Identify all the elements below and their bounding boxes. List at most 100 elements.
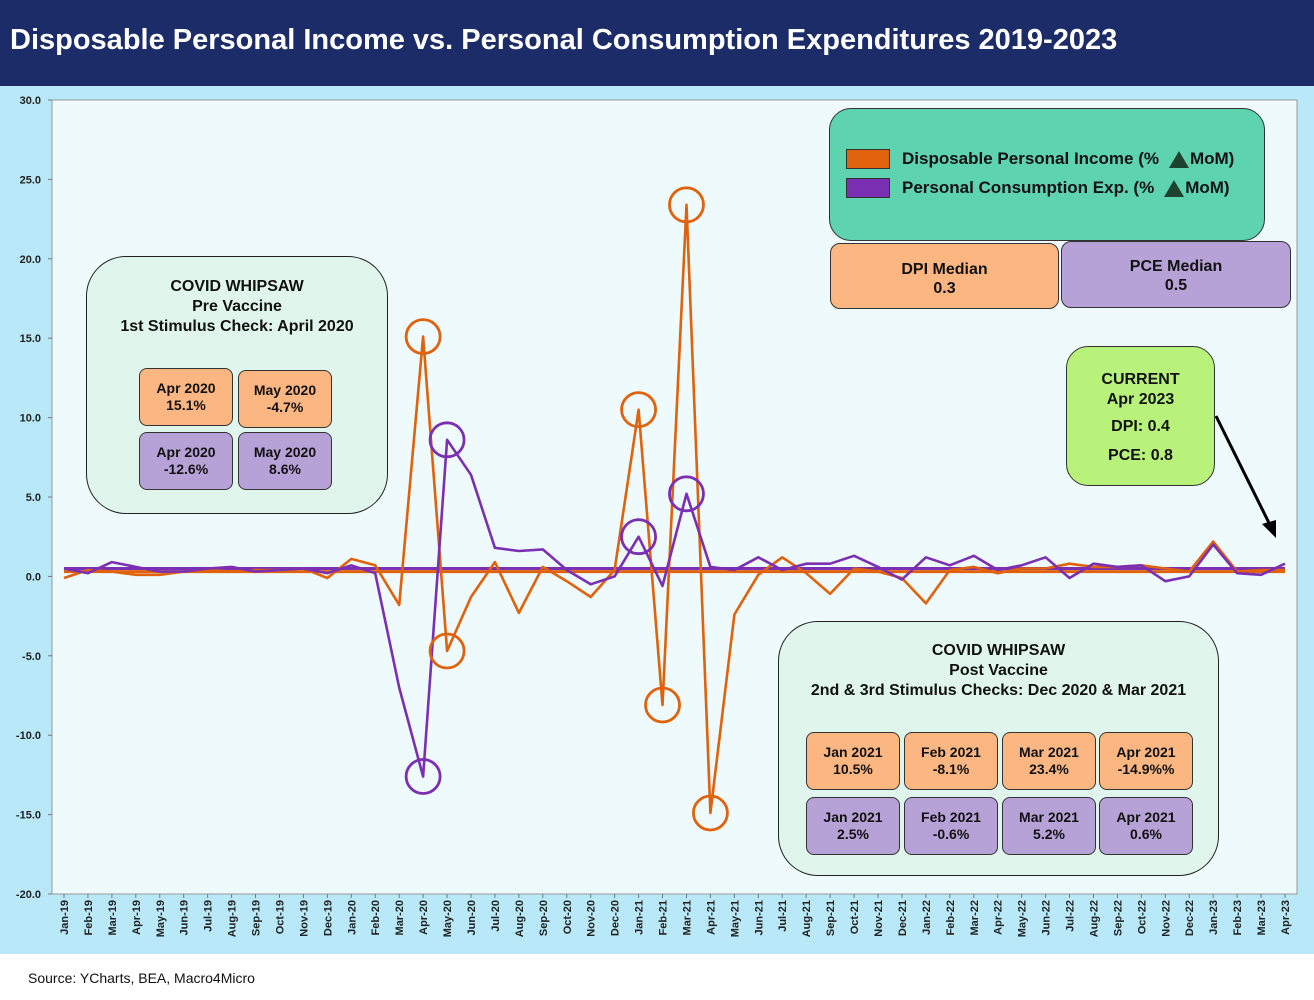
x-tick-label: Oct-21 bbox=[849, 900, 861, 934]
post-cell-dpi-jan: Jan 2021 10.5% bbox=[806, 732, 900, 790]
post-vaccine-heading: COVID WHIPSAW bbox=[931, 642, 1066, 659]
cell-value: -0.6% bbox=[932, 826, 970, 842]
x-tick-label: Nov-19 bbox=[298, 900, 310, 937]
x-tick-label: Feb-23 bbox=[1232, 900, 1244, 935]
x-tick-label: Feb-22 bbox=[945, 900, 957, 935]
y-tick-label: -20.0 bbox=[16, 889, 41, 901]
current-month: Apr 2023 bbox=[1106, 391, 1175, 408]
cell-month: Apr 2020 bbox=[156, 380, 216, 396]
y-tick-label: 15.0 bbox=[20, 333, 41, 345]
post-cell-dpi-mar: Mar 2021 23.4% bbox=[1002, 732, 1096, 790]
chart-title: Disposable Personal Income vs. Personal … bbox=[10, 24, 1118, 56]
post-cell-dpi-apr: Apr 2021 -14.9%% bbox=[1099, 732, 1193, 790]
post-cell-dpi-feb: Feb 2021 -8.1% bbox=[904, 732, 998, 790]
x-tick-label: Jan-19 bbox=[59, 900, 71, 935]
pce-median-title: PCE Median bbox=[1129, 258, 1223, 275]
x-tick-label: Aug-19 bbox=[227, 900, 239, 937]
x-tick-label: Mar-22 bbox=[969, 900, 981, 935]
x-tick-label: Dec-19 bbox=[322, 900, 334, 936]
x-tick-label: Jul-22 bbox=[1065, 900, 1077, 932]
highlight-circle bbox=[428, 421, 466, 459]
current-pce: PCE: 0.8 bbox=[1108, 447, 1173, 464]
pce-swatch bbox=[846, 178, 890, 198]
highlight-circle bbox=[668, 475, 705, 513]
y-tick-label: 30.0 bbox=[20, 95, 41, 107]
cell-value: -14.9%% bbox=[1117, 761, 1175, 777]
x-tick-label: Jun-22 bbox=[1041, 900, 1053, 935]
x-tick-label: Mar-19 bbox=[107, 900, 119, 935]
x-tick-label: Apr-23 bbox=[1280, 900, 1292, 935]
x-tick-label: Aug-20 bbox=[514, 900, 526, 937]
cell-value: -12.6% bbox=[163, 461, 209, 477]
cell-value: 5.2% bbox=[1033, 826, 1065, 842]
legend-item-dpi: Disposable Personal Income (% MoM) bbox=[846, 149, 1234, 169]
x-tick-label: Feb-19 bbox=[83, 900, 95, 935]
x-tick-label: Jan-20 bbox=[346, 900, 358, 935]
x-tick-label: May-19 bbox=[155, 900, 167, 937]
post-cell-pce-jan: Jan 2021 2.5% bbox=[806, 797, 900, 855]
highlight-circle bbox=[620, 391, 657, 429]
x-tick-label: Oct-19 bbox=[274, 900, 286, 934]
x-tick-label: Dec-20 bbox=[610, 900, 622, 936]
x-tick-label: Sep-20 bbox=[538, 900, 550, 936]
current-arrow bbox=[1214, 415, 1276, 538]
highlight-circle bbox=[620, 518, 657, 556]
x-tick-label: Jul-21 bbox=[777, 900, 789, 932]
pre-vaccine-heading: COVID WHIPSAW bbox=[170, 278, 304, 295]
cell-value: -8.1% bbox=[932, 761, 970, 777]
cell-month: May 2020 bbox=[253, 382, 317, 398]
header-bar: Disposable Personal Income vs. Personal … bbox=[0, 0, 1314, 86]
post-vaccine-stimulus: 2nd & 3rd Stimulus Checks: Dec 2020 & Ma… bbox=[810, 682, 1187, 699]
x-tick-label: Aug-22 bbox=[1088, 900, 1100, 937]
dpi-median-box: DPI Median 0.3 bbox=[830, 243, 1059, 309]
cell-value: 0.6% bbox=[1130, 826, 1162, 842]
x-tick-label: Sep-22 bbox=[1112, 900, 1124, 936]
post-cell-pce-apr: Apr 2021 0.6% bbox=[1099, 797, 1193, 855]
x-tick-label: Jun-19 bbox=[179, 900, 191, 935]
pre-vaccine-note: COVID WHIPSAW Pre Vaccine 1st Stimulus C… bbox=[86, 256, 388, 514]
highlight-circle bbox=[428, 632, 466, 670]
x-tick-label: Mar-20 bbox=[394, 900, 406, 935]
cell-value: 2.5% bbox=[837, 826, 869, 842]
cell-value: 15.1% bbox=[166, 397, 206, 413]
y-tick-label: -5.0 bbox=[22, 651, 41, 663]
y-tick-label: 10.0 bbox=[20, 413, 41, 425]
x-tick-label: Jan-22 bbox=[921, 900, 933, 935]
source-note: Source: YCharts, BEA, Macro4Micro bbox=[28, 970, 255, 986]
cell-month: May 2020 bbox=[253, 444, 317, 460]
legend-pce-label: Personal Consumption Exp. (% bbox=[902, 178, 1155, 197]
cell-month: Jan 2021 bbox=[823, 744, 883, 760]
cell-month: Apr 2021 bbox=[1116, 809, 1176, 825]
cell-month: Apr 2020 bbox=[156, 444, 216, 460]
x-tick-label: Sep-21 bbox=[825, 900, 837, 936]
cell-value: -4.7% bbox=[266, 399, 304, 415]
cell-month: Feb 2021 bbox=[921, 809, 981, 825]
x-tick-label: Feb-20 bbox=[370, 900, 382, 935]
x-tick-label: Nov-22 bbox=[1160, 900, 1172, 937]
cell-month: Jan 2021 bbox=[823, 809, 883, 825]
x-tick-label: Sep-19 bbox=[251, 900, 263, 936]
post-vaccine-subheading: Post Vaccine bbox=[949, 662, 1048, 679]
dpi-median-value: 0.3 bbox=[933, 280, 956, 297]
pce-median-box: PCE Median 0.5 bbox=[1061, 241, 1291, 308]
x-tick-label: Jan-21 bbox=[634, 900, 646, 935]
y-tick-label: -15.0 bbox=[16, 810, 41, 822]
pre-cell-pce-apr: Apr 2020 -12.6% bbox=[139, 432, 233, 490]
legend-pce-suffix: MoM) bbox=[1185, 178, 1230, 197]
cell-month: Apr 2021 bbox=[1116, 744, 1176, 760]
pre-vaccine-stimulus: 1st Stimulus Check: April 2020 bbox=[120, 318, 354, 335]
x-tick-label: Mar-23 bbox=[1256, 900, 1268, 935]
highlight-circles bbox=[404, 186, 729, 832]
highlight-circle bbox=[644, 686, 681, 724]
x-tick-label: Jan-23 bbox=[1208, 900, 1220, 935]
cell-value: 10.5% bbox=[833, 761, 873, 777]
dpi-swatch bbox=[846, 149, 890, 169]
cell-month: Feb 2021 bbox=[921, 744, 981, 760]
post-cell-pce-mar: Mar 2021 5.2% bbox=[1002, 797, 1096, 855]
x-tick-label: Jul-20 bbox=[490, 900, 502, 932]
x-tick-label: Mar-21 bbox=[681, 900, 693, 935]
x-tick-label: Apr-22 bbox=[993, 900, 1005, 935]
highlight-circle bbox=[668, 186, 705, 224]
x-tick-label: Nov-21 bbox=[873, 900, 885, 937]
cell-month: Mar 2021 bbox=[1019, 809, 1079, 825]
